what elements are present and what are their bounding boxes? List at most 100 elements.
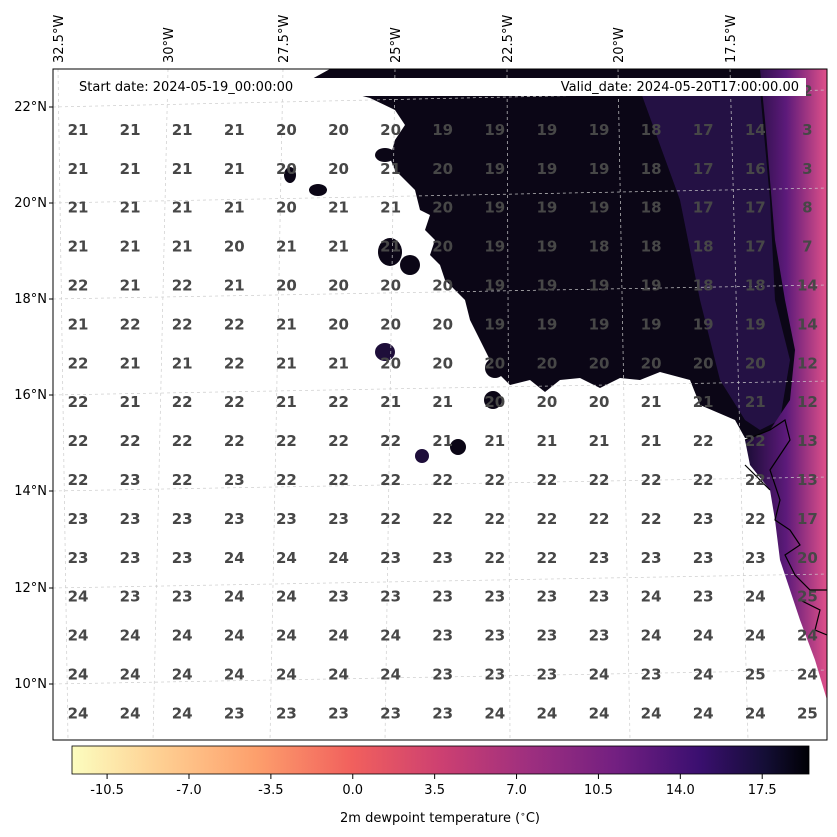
grid-value: 19 [536, 121, 557, 139]
grid-value: 21 [380, 199, 401, 217]
coastal-gradient [745, 69, 827, 700]
coastline [744, 419, 827, 636]
grid-value: 23 [745, 549, 766, 567]
longitude-label: 30°W [162, 27, 177, 63]
grid-value: 21 [380, 238, 401, 256]
grid-value: 19 [536, 315, 557, 333]
grid-value: 23 [328, 510, 349, 528]
grid-value: 18 [641, 238, 662, 256]
grid-value: 23 [328, 588, 349, 606]
grid-value: 24 [276, 627, 297, 645]
grid-value: 20 [432, 277, 453, 295]
grid-value: 24 [536, 704, 557, 722]
grid-value: 18 [693, 277, 714, 295]
grid-value: 22 [745, 510, 766, 528]
latitude-label: 10°N [14, 677, 47, 692]
grid-value-layer: 22 20 20 20 21 20 2 21 21 21 21 20 20 20 19 19 19 19 18 17 1… [68, 82, 818, 722]
grid-value: 20 [328, 315, 349, 333]
grid-value: 19 [484, 199, 505, 217]
longitude-label: 17.5°W [724, 15, 739, 63]
grid-value: 21 [120, 277, 141, 295]
grid-value: 20 [380, 121, 401, 139]
grid-value: 22 [224, 315, 245, 333]
grid-value: 20 [432, 199, 453, 217]
grid-value: 24 [693, 704, 714, 722]
grid-value: 23 [120, 588, 141, 606]
island [309, 184, 327, 196]
grid-value: 23 [120, 510, 141, 528]
longitude-label: 25°W [389, 27, 404, 63]
grid-value: 22 [120, 315, 141, 333]
grid-value: 22 [276, 471, 297, 489]
grid-value: 21 [120, 160, 141, 178]
grid-value: 23 [432, 588, 453, 606]
island [284, 167, 296, 183]
colorbar-tick-label: 0.0 [342, 783, 363, 798]
grid-value: 21 [276, 238, 297, 256]
grid-value: 20 [432, 315, 453, 333]
grid-value: 18 [641, 121, 662, 139]
colorbar-tick-label: 10.5 [584, 783, 613, 798]
island [378, 238, 402, 266]
longitude-label: 27.5°W [277, 15, 292, 63]
grid-value: 24 [693, 666, 714, 684]
grid-value: 24 [120, 704, 141, 722]
grid-value: 21 [172, 121, 193, 139]
latitude-label: 14°N [14, 484, 47, 499]
grid-value: 23 [224, 471, 245, 489]
start-date-label: Start date: 2024-05-19_00:00:00 [79, 80, 293, 95]
grid-value: 24 [172, 627, 193, 645]
grid-value: 22 [328, 471, 349, 489]
grid-value: 20 [589, 354, 610, 372]
grid-value: 17 [745, 199, 766, 217]
grid-value: 20 [380, 315, 401, 333]
grid-value: 22 [484, 510, 505, 528]
grid-value: 22 [484, 549, 505, 567]
grid-value: 22 [641, 510, 662, 528]
grid-value: 19 [641, 315, 662, 333]
grid-value: 21 [172, 238, 193, 256]
grid-value: 21 [328, 238, 349, 256]
grid-value: 20 [276, 199, 297, 217]
grid-value: 24 [380, 627, 401, 645]
grid-value: 21 [172, 199, 193, 217]
latitude-label: 22°N [14, 100, 47, 115]
grid-value: 19 [484, 238, 505, 256]
grid-value: 22 [172, 315, 193, 333]
grid-value: 20 [745, 354, 766, 372]
grid-value: 22 [693, 471, 714, 489]
grid-value: 20 [432, 160, 453, 178]
grid-value: 20 [224, 238, 245, 256]
grid-value: 24 [328, 627, 349, 645]
grid-value: 22 [589, 510, 610, 528]
island [484, 391, 502, 409]
grid-value: 23 [693, 588, 714, 606]
colorbar [71, 745, 810, 775]
grid-value: 23 [68, 549, 89, 567]
island [375, 343, 395, 361]
grid-value: 22 [745, 471, 766, 489]
grid-value: 24 [797, 666, 818, 684]
grid-value: 20 [432, 354, 453, 372]
grid-value: 24 [745, 704, 766, 722]
gridlines [53, 69, 827, 740]
grid-value: 22 [536, 510, 557, 528]
grid-value: 24 [641, 627, 662, 645]
grid-value: 17 [797, 510, 818, 528]
grid-value: 22 [328, 393, 349, 411]
grid-value: 24 [484, 704, 505, 722]
grid-value: 21 [328, 354, 349, 372]
grid-value: 23 [120, 471, 141, 489]
grid-value: 20 [380, 277, 401, 295]
grid-value: 19 [484, 277, 505, 295]
grid-value: 22 [276, 432, 297, 450]
valid-date-label: Valid_date: 2024-05-20T17:00:00.00 [561, 80, 799, 95]
grid-value: 18 [745, 277, 766, 295]
grid-value: 20 [432, 238, 453, 256]
grid-value: 22 [745, 432, 766, 450]
grid-value: 19 [589, 315, 610, 333]
grid-value: 22 [224, 393, 245, 411]
header-band [66, 78, 806, 96]
island [450, 439, 466, 455]
grid-value: 22 [536, 549, 557, 567]
